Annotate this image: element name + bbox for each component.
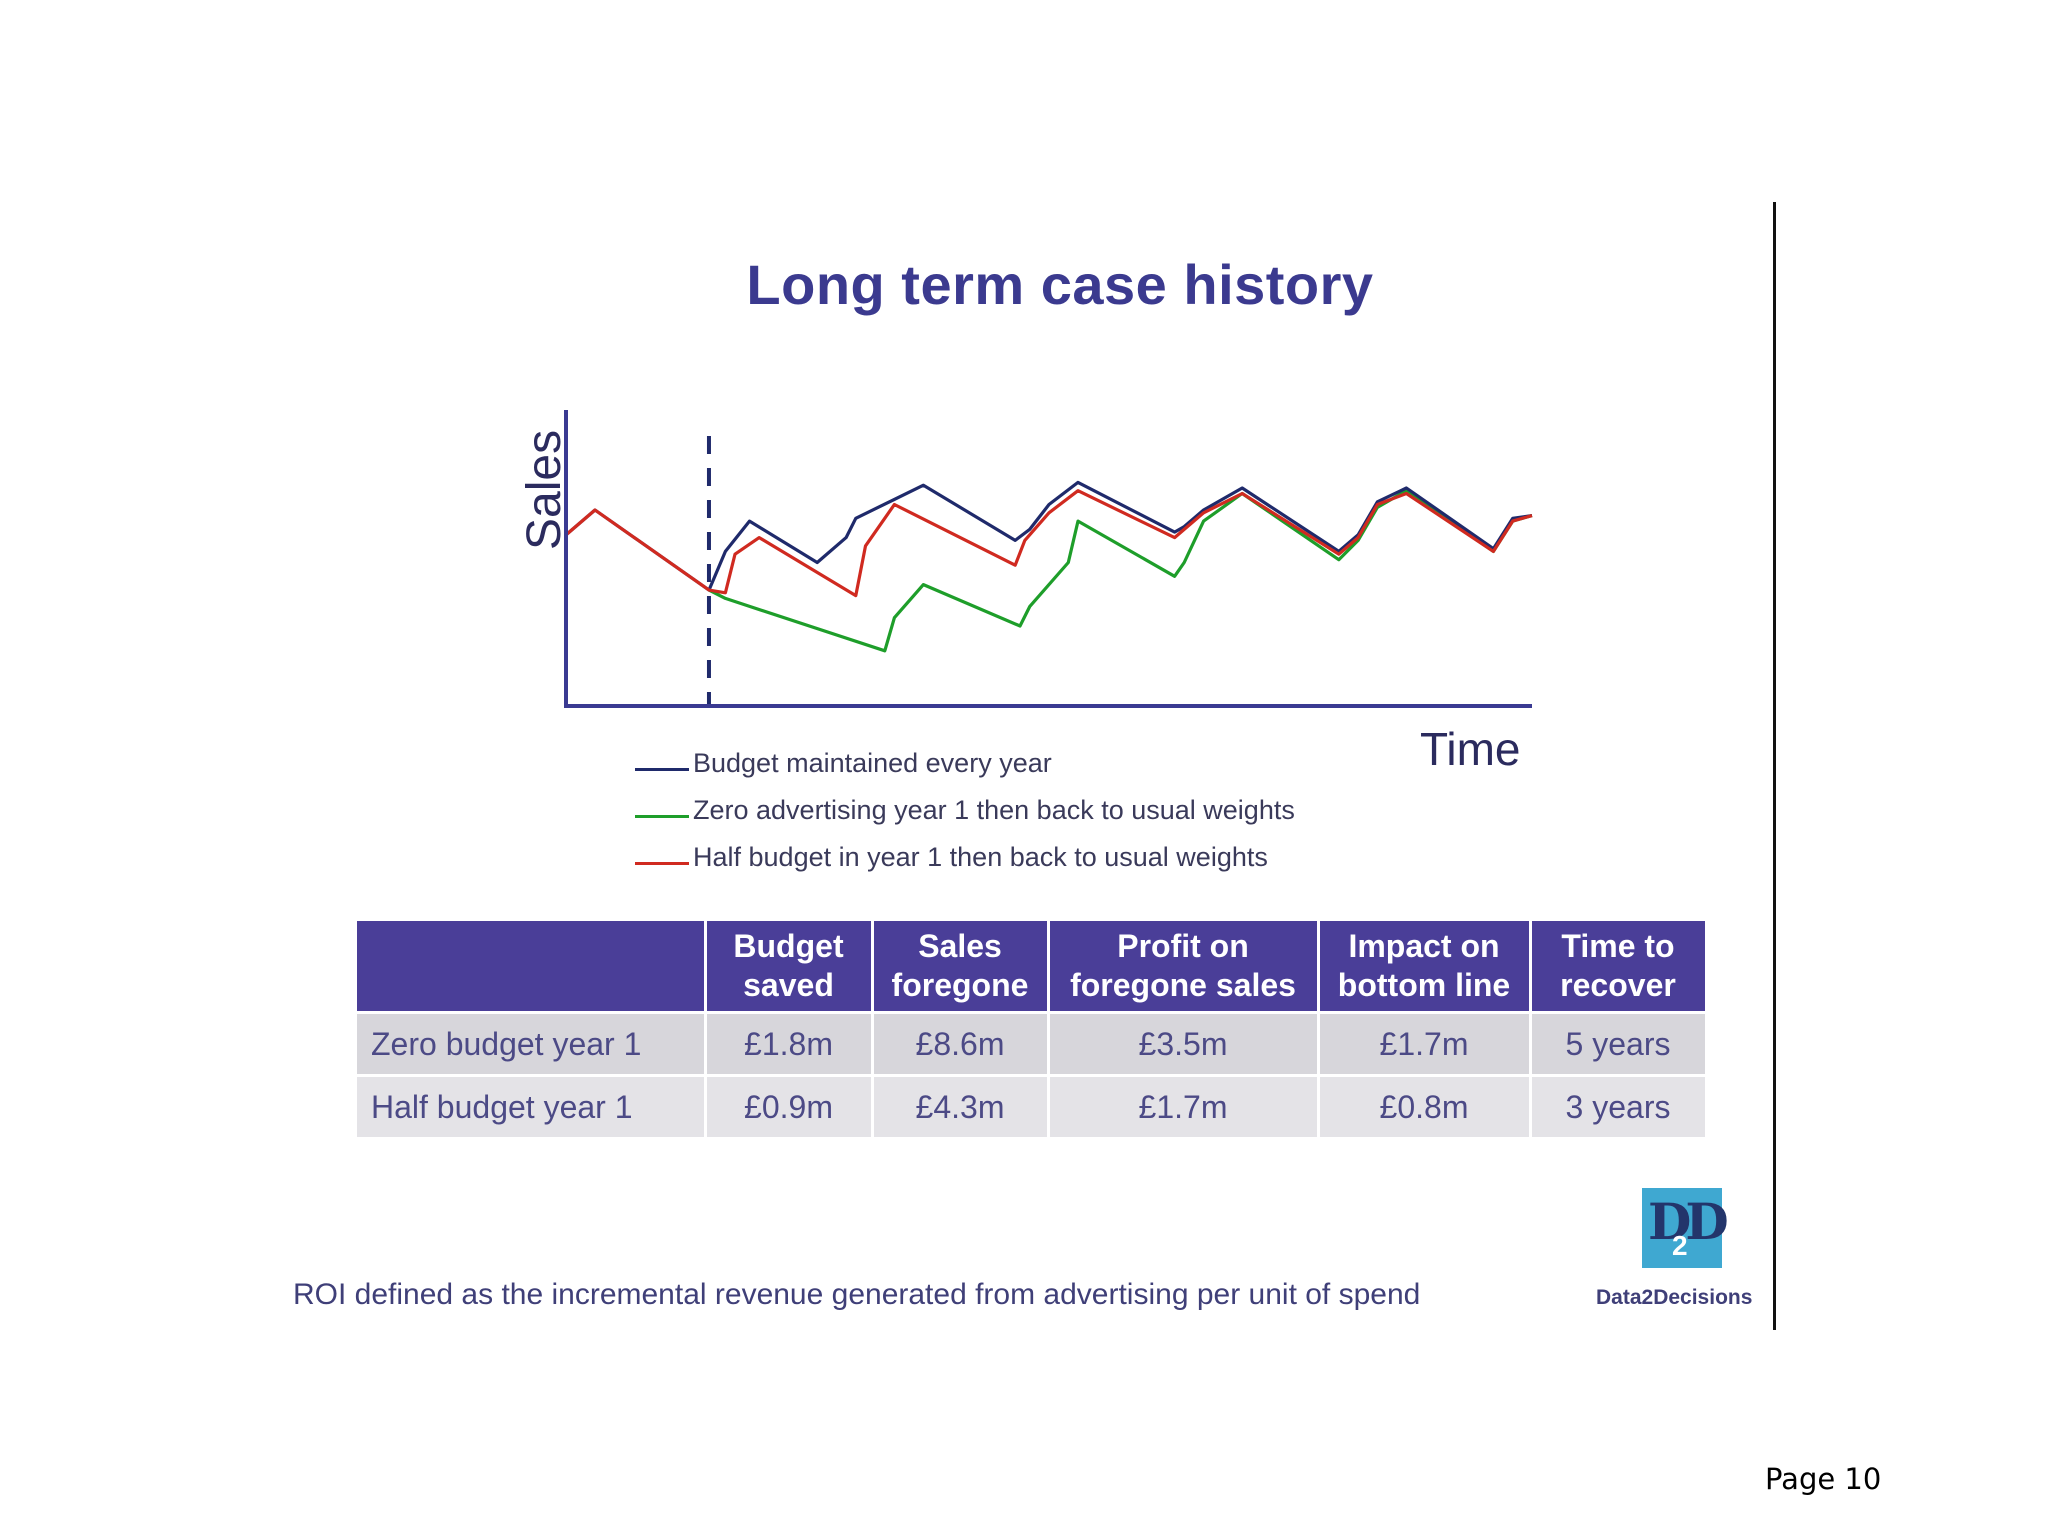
- table-header-cell: Sales foregone: [872, 921, 1050, 1013]
- table-header-cell: Budget saved: [705, 921, 874, 1013]
- table-cell: £0.8m: [1318, 1074, 1532, 1137]
- series-line-zero-advertising-year-1-then-b: [708, 489, 1533, 653]
- legend-swatch: [635, 862, 689, 865]
- legend-item-zero-advertising: Zero advertising year 1 then back to usu…: [635, 787, 1295, 834]
- table-cell: 5 years: [1530, 1011, 1708, 1076]
- table-cell: £1.8m: [705, 1011, 874, 1076]
- x-axis-label: Time: [1420, 723, 1521, 775]
- table-cell: £8.6m: [872, 1011, 1050, 1076]
- table-cell: £1.7m: [1048, 1074, 1320, 1137]
- page-title: Long term case history: [746, 253, 1374, 316]
- table-header-cell: [357, 921, 707, 1013]
- legend-item-budget-maintained: Budget maintained every year: [635, 740, 1295, 787]
- table-cell: £0.9m: [705, 1074, 874, 1137]
- table-cell: £4.3m: [872, 1074, 1050, 1137]
- logo-sub: 2: [1672, 1230, 1688, 1261]
- series-line-half-budget-in-year-1-then-bac: [564, 489, 1533, 598]
- series-line-budget-maintained-every-year: [564, 480, 1533, 592]
- table-header-cell: Time to recover: [1530, 921, 1708, 1013]
- roi-footnote: ROI defined as the incremental revenue g…: [293, 1278, 1421, 1311]
- table-cell: £1.7m: [1318, 1011, 1532, 1076]
- legend-label: Zero advertising year 1 then back to usu…: [693, 795, 1295, 825]
- chart-legend: Budget maintained every year Zero advert…: [635, 740, 1295, 881]
- table-cell: 3 years: [1530, 1074, 1708, 1137]
- line-chart: [564, 410, 1533, 708]
- table-header-cell: Impact on bottom line: [1318, 921, 1532, 1013]
- table-cell: £3.5m: [1048, 1011, 1320, 1076]
- legend-label: Budget maintained every year: [693, 748, 1052, 778]
- table-row-label: Half budget year 1: [357, 1074, 707, 1137]
- page-number: Page 10: [1765, 1462, 1882, 1496]
- legend-swatch: [635, 815, 689, 818]
- logo-text: Data2Decisions: [1596, 1286, 1753, 1309]
- data2decisions-logo: DD 2: [1642, 1188, 1729, 1268]
- vertical-divider: [1773, 202, 1776, 1330]
- impact-table: Budget saved Sales foregone Profit on fo…: [357, 921, 1708, 1137]
- legend-label: Half budget in year 1 then back to usual…: [693, 842, 1268, 872]
- table-header-row: Budget saved Sales foregone Profit on fo…: [357, 921, 1708, 1013]
- legend-swatch: [635, 768, 689, 771]
- y-axis-label: Sales: [518, 429, 571, 550]
- table-row-label: Zero budget year 1: [357, 1011, 707, 1076]
- logo-mark: DD: [1648, 1192, 1729, 1251]
- legend-item-half-budget: Half budget in year 1 then back to usual…: [635, 834, 1295, 881]
- table-row: Zero budget year 1 £1.8m £8.6m £3.5m £1.…: [357, 1011, 1708, 1076]
- table-header-cell: Profit on foregone sales: [1048, 921, 1320, 1013]
- table-row: Half budget year 1 £0.9m £4.3m £1.7m £0.…: [357, 1074, 1708, 1137]
